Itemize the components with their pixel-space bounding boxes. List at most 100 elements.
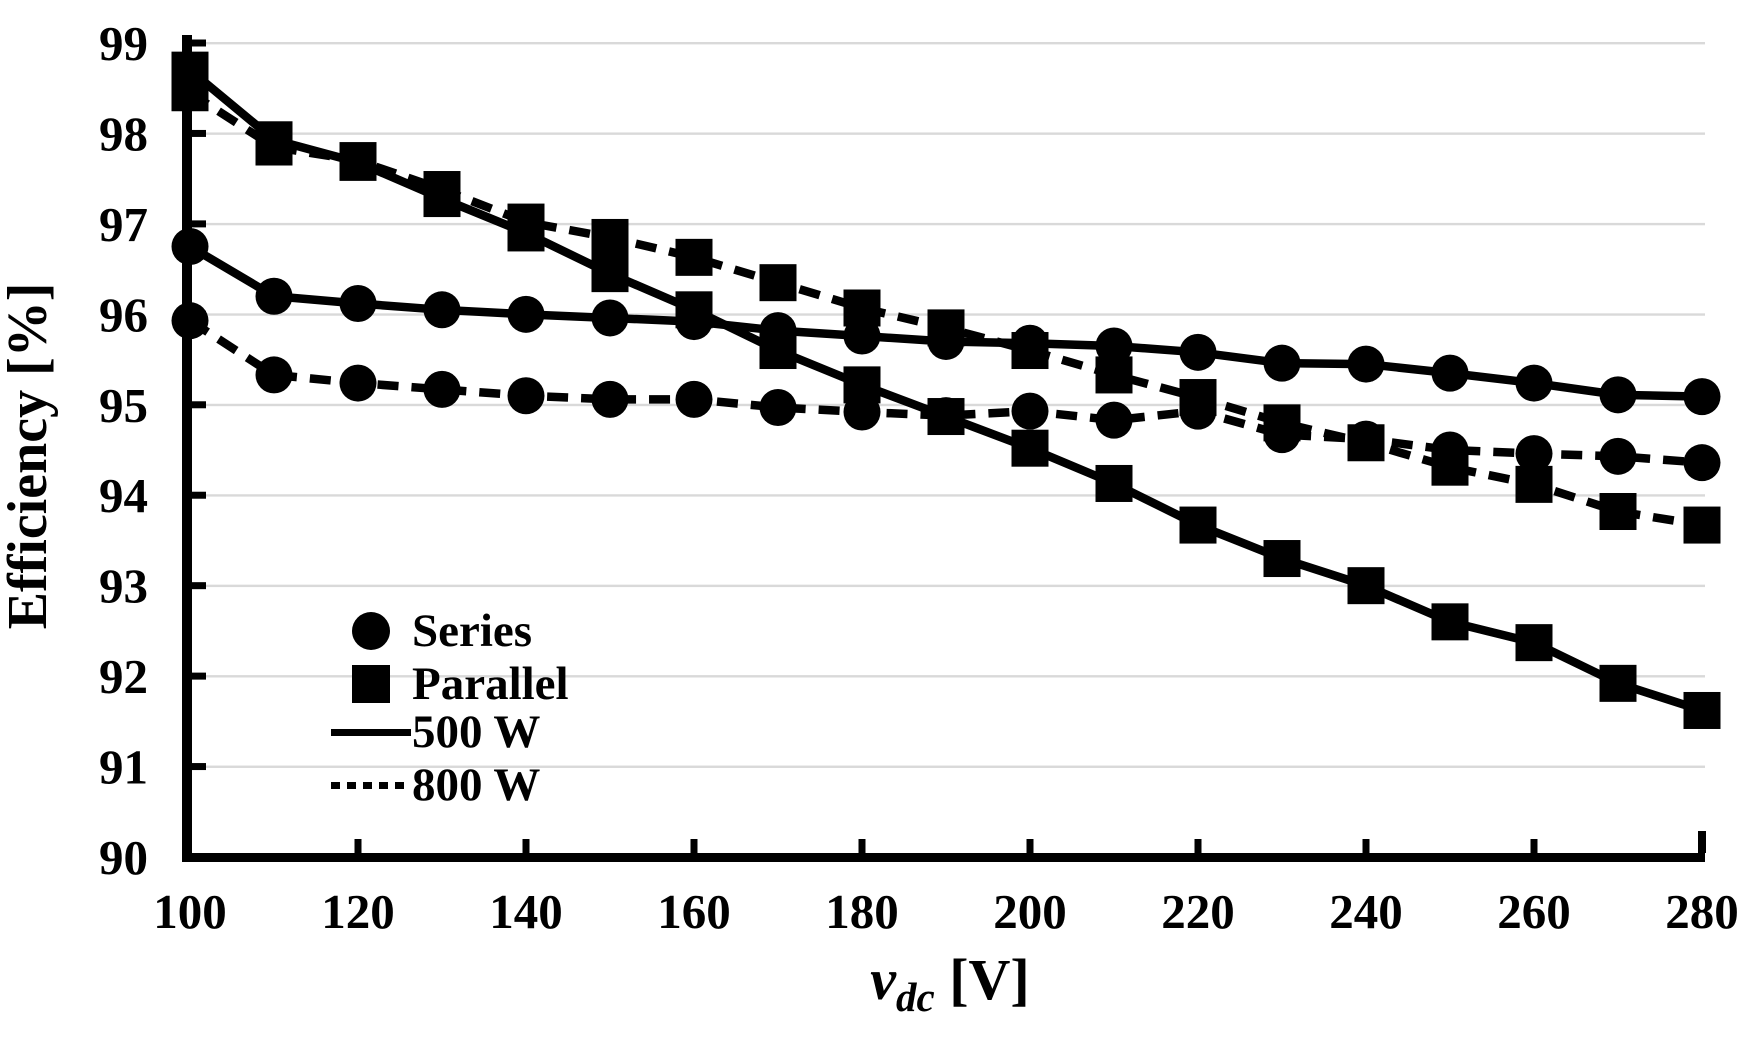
solid-line-icon xyxy=(330,728,412,736)
legend-item-parallel: Parallel xyxy=(330,657,569,711)
data-point-square xyxy=(1179,506,1217,544)
data-point-square xyxy=(339,143,377,181)
data-point-circle xyxy=(843,317,881,355)
x-tick-label: 220 xyxy=(1161,884,1235,939)
data-point-square xyxy=(591,218,629,256)
legend-item-800w: 800 W xyxy=(330,758,540,812)
y-tick-label: 98 xyxy=(99,106,148,161)
y-tick xyxy=(192,763,206,771)
gridline xyxy=(192,132,1705,135)
data-point-circle xyxy=(591,380,629,418)
x-tick xyxy=(1026,839,1034,853)
data-point-circle xyxy=(171,228,209,265)
y-axis xyxy=(182,35,192,862)
x-tick xyxy=(858,839,866,853)
data-point-square xyxy=(843,366,881,404)
x-tick xyxy=(1530,839,1538,853)
data-point-square xyxy=(171,51,209,89)
y-tick-label: 92 xyxy=(99,649,148,704)
legend-item-500w: 500 W xyxy=(330,705,540,759)
x-axis-end-tick xyxy=(1698,831,1706,853)
data-point-circle xyxy=(507,295,545,333)
series-circle-icon xyxy=(330,612,412,650)
legend-label-parallel: Parallel xyxy=(412,657,569,710)
data-point-circle xyxy=(339,364,377,402)
data-point-circle xyxy=(1347,345,1385,383)
data-point-circle xyxy=(1515,435,1553,473)
y-tick-label: 99 xyxy=(99,16,148,71)
data-point-circle xyxy=(675,380,713,418)
data-point-circle xyxy=(507,377,545,415)
y-tick xyxy=(192,39,206,47)
data-point-square xyxy=(675,238,713,276)
data-point-square xyxy=(843,289,881,327)
data-point-square xyxy=(1599,493,1637,531)
data-point-circle xyxy=(759,388,797,426)
y-tick-label: 97 xyxy=(99,197,148,252)
data-point-square xyxy=(1431,603,1469,641)
x-tick-label: 120 xyxy=(321,884,395,939)
x-tick-label: 180 xyxy=(825,884,899,939)
gridline xyxy=(192,765,1705,768)
x-tick-label: 160 xyxy=(657,884,731,939)
y-tick-label: 93 xyxy=(99,559,148,614)
gridline xyxy=(192,222,1705,226)
legend-label-500w: 500 W xyxy=(412,705,541,758)
data-point-square xyxy=(1095,356,1133,394)
x-axis-title: vdc [V] xyxy=(770,946,1130,1021)
data-point-square xyxy=(759,264,797,302)
data-point-square xyxy=(507,214,545,252)
data-point-square xyxy=(759,332,797,370)
x-tick-label: 200 xyxy=(993,884,1067,939)
x-tick xyxy=(690,839,698,853)
x-axis xyxy=(182,853,1705,862)
x-tick-label: 280 xyxy=(1665,884,1739,939)
y-tick xyxy=(192,672,206,680)
y-tick-label: 91 xyxy=(99,740,148,795)
x-axis-variable: v xyxy=(870,947,897,1012)
x-tick xyxy=(1194,839,1202,853)
data-point-square xyxy=(255,121,293,159)
y-tick xyxy=(192,220,206,228)
gridline xyxy=(192,494,1705,497)
gridline xyxy=(192,675,1705,678)
data-point-square xyxy=(591,255,629,293)
x-tick-label: 240 xyxy=(1329,884,1403,939)
dotted-line-icon xyxy=(330,781,412,789)
data-point-circle xyxy=(1683,378,1721,416)
data-point-circle xyxy=(1179,333,1217,371)
x-tick-label: 140 xyxy=(489,884,563,939)
data-point-square xyxy=(1263,540,1301,578)
data-point-circle xyxy=(1095,327,1133,365)
data-point-square xyxy=(1263,404,1301,442)
gridline xyxy=(192,584,1705,588)
data-point-circle xyxy=(171,302,209,340)
y-tick xyxy=(192,129,206,137)
y-tick-label: 90 xyxy=(99,830,148,885)
data-point-circle xyxy=(1515,364,1553,402)
y-tick xyxy=(192,582,206,590)
y-tick xyxy=(192,491,206,499)
data-point-square xyxy=(1095,464,1133,502)
legend-item-series: Series xyxy=(330,604,532,658)
data-point-square xyxy=(1515,465,1553,503)
legend-label-series: Series xyxy=(412,604,533,657)
data-point-square xyxy=(1683,691,1721,729)
data-point-square xyxy=(1683,506,1721,544)
data-point-square xyxy=(1431,448,1469,486)
y-tick xyxy=(192,401,206,409)
x-tick-label: 260 xyxy=(1497,884,1571,939)
data-point-circle xyxy=(1095,401,1133,439)
data-point-square xyxy=(927,398,965,436)
data-point-square xyxy=(1599,664,1637,702)
x-tick xyxy=(1362,839,1370,853)
data-point-circle xyxy=(423,291,461,329)
data-point-circle xyxy=(423,370,461,408)
x-tick xyxy=(354,839,362,853)
x-tick-label: 100 xyxy=(153,884,227,939)
gridline xyxy=(192,42,1705,45)
data-point-square xyxy=(1011,332,1049,370)
data-point-square xyxy=(675,291,713,329)
data-point-circle xyxy=(1599,437,1637,475)
